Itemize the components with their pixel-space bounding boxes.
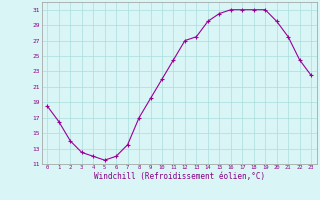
X-axis label: Windchill (Refroidissement éolien,°C): Windchill (Refroidissement éolien,°C) [94,172,265,181]
